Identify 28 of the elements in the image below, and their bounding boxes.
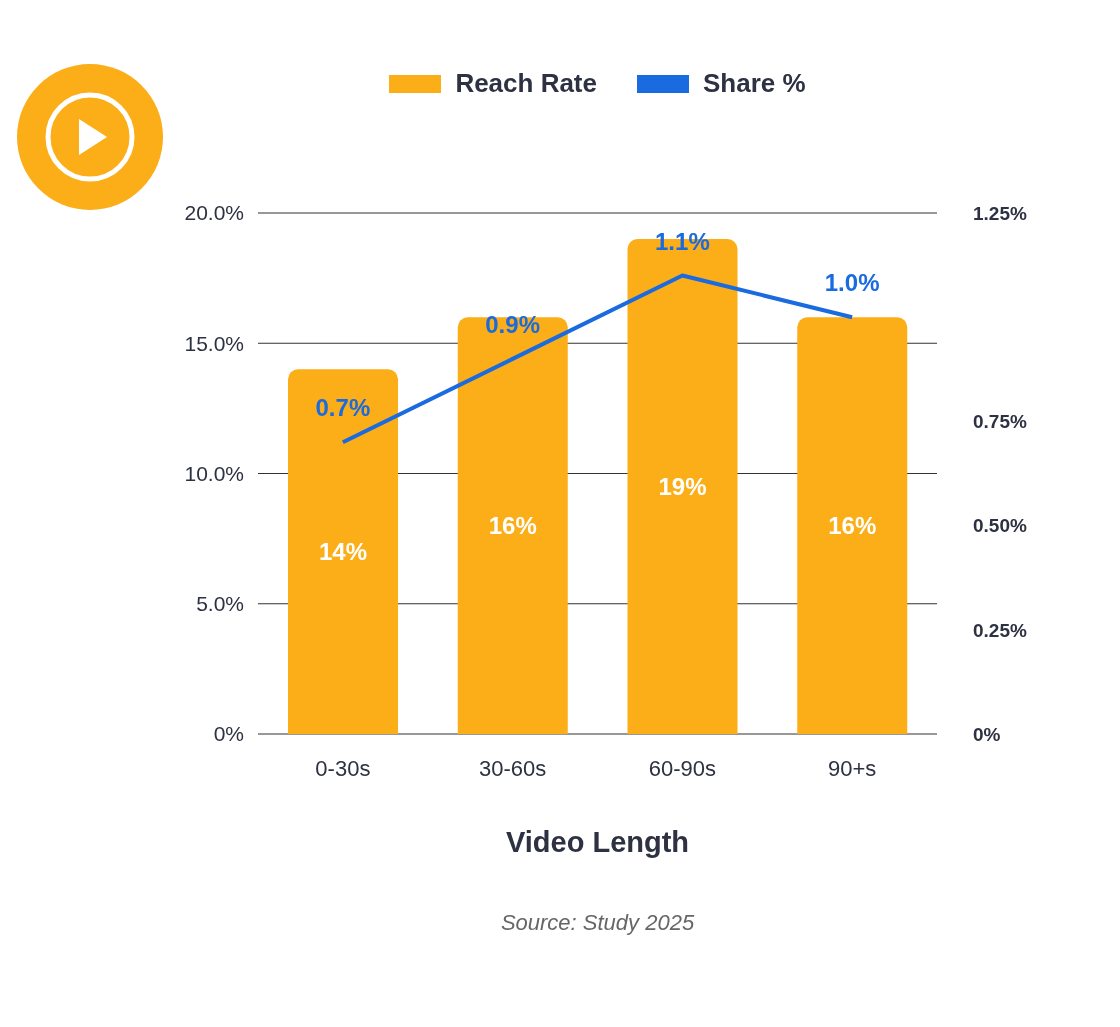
data-label: 16% bbox=[488, 511, 537, 539]
y-tick-label: 0% bbox=[213, 722, 244, 746]
data-label: 19% bbox=[658, 472, 707, 500]
x-tick-label: 0-30s bbox=[315, 755, 371, 781]
bar bbox=[797, 317, 908, 734]
y-tick-label: 15.0% bbox=[184, 331, 244, 355]
data-label: 0.9% bbox=[485, 310, 540, 338]
y2-tick-label: 0% bbox=[973, 723, 1001, 745]
source-note: Source: Study 2025 bbox=[499, 910, 696, 936]
data-label: 14% bbox=[318, 537, 368, 565]
x-axis-title: Video Length bbox=[504, 826, 691, 859]
y-tick-label: 20.0% bbox=[184, 201, 244, 225]
x-tick-label: 60-90s bbox=[648, 755, 717, 781]
bar bbox=[288, 369, 398, 734]
data-label: 16% bbox=[828, 511, 877, 539]
y-tick-label: 5.0% bbox=[196, 592, 244, 616]
y2-tick-label: 0.25% bbox=[973, 619, 1027, 641]
legend-label: Share % bbox=[703, 68, 806, 99]
y-tick-label: 10.0% bbox=[184, 461, 244, 485]
data-label: 1.0% bbox=[824, 269, 880, 297]
x-tick-label: 30-60s bbox=[478, 755, 547, 781]
y2-tick-label: 0.75% bbox=[973, 411, 1027, 433]
data-label: 0.7% bbox=[315, 394, 371, 422]
y2-tick-label: 1.25% bbox=[973, 202, 1027, 224]
x-tick-label: 90+s bbox=[827, 755, 877, 781]
y2-tick-label: 0.50% bbox=[973, 515, 1027, 537]
legend-label: Reach Rate bbox=[455, 68, 597, 99]
bar bbox=[457, 317, 568, 734]
